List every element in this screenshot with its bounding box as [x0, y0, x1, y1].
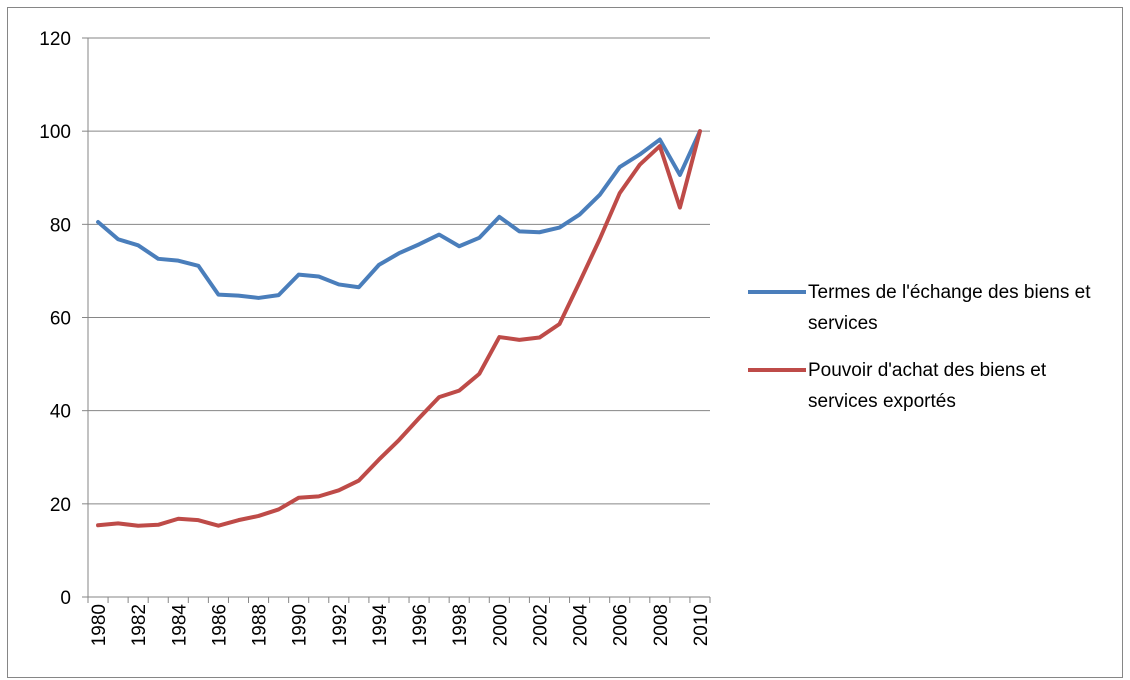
- x-tick-label: 1984: [169, 604, 190, 647]
- series-line: [96, 129, 702, 528]
- y-tick-label: 20: [50, 495, 71, 516]
- x-tick-label: 2000: [490, 604, 511, 646]
- x-tick-label: 1986: [209, 604, 230, 646]
- chart-border: [7, 7, 1123, 678]
- x-tick-label: 1994: [370, 604, 391, 647]
- x-tick-label: 1980: [89, 604, 110, 646]
- y-tick-label: 80: [50, 215, 71, 236]
- x-tick-label: 1990: [290, 604, 311, 646]
- x-tick-label: 1998: [450, 604, 471, 646]
- x-tick-label: 1992: [330, 604, 351, 646]
- x-tick-label: 2010: [691, 604, 712, 646]
- y-tick-label: 100: [39, 122, 71, 143]
- x-tick-label: 1988: [250, 604, 271, 646]
- series-line: [96, 129, 702, 300]
- x-tick-label: 2006: [611, 604, 632, 646]
- x-tick-label: 2008: [651, 604, 672, 646]
- legend-label: Pouvoir d'achat des biens et services ex…: [808, 360, 1047, 412]
- legend-label: Termes de l'échange des biens et service…: [808, 282, 1091, 334]
- y-tick-label: 40: [50, 402, 71, 423]
- x-tick-label: 2002: [530, 604, 551, 646]
- x-tick-label: 1982: [129, 604, 150, 646]
- y-tick-label: 60: [50, 309, 71, 330]
- x-tick-label: 1996: [410, 604, 431, 646]
- x-tick-label: 2004: [571, 604, 592, 647]
- y-tick-label: 120: [39, 29, 71, 50]
- y-tick-label: 0: [60, 588, 71, 609]
